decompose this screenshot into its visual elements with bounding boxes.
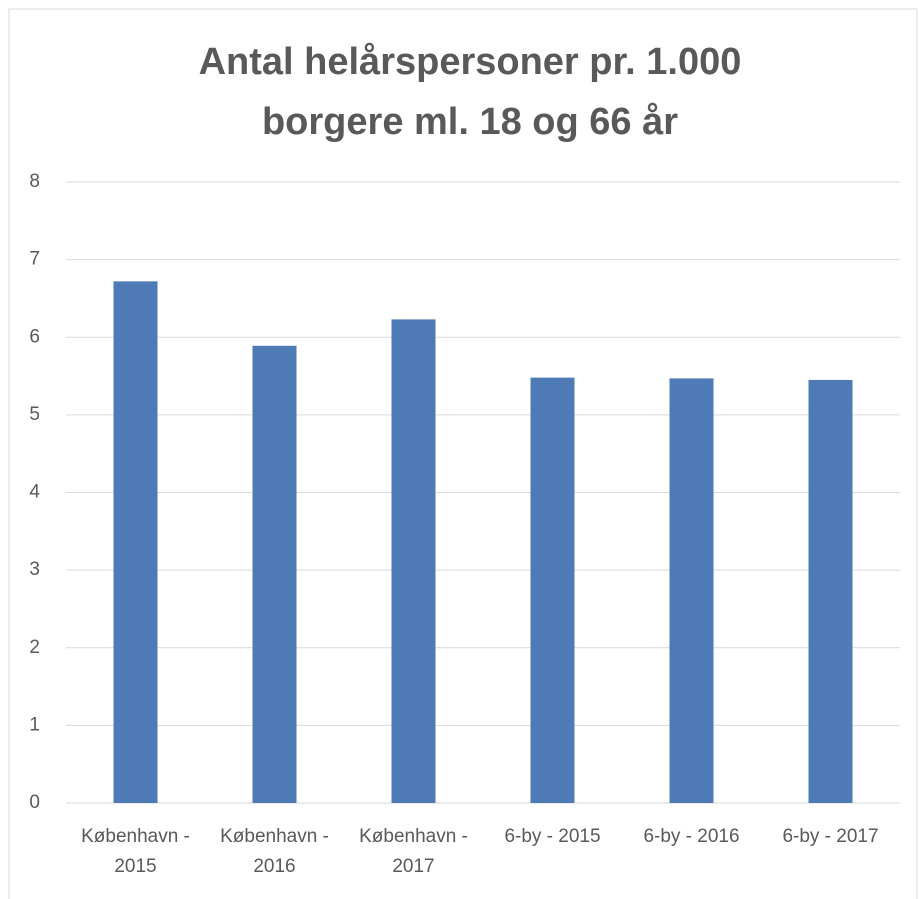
x-tick-label: København -2016 [220, 826, 329, 877]
y-tick-label: 0 [29, 792, 40, 813]
chart-title: Antal helårspersoner pr. 1.000 [199, 41, 742, 83]
bar [113, 281, 158, 803]
y-tick-label: 8 [29, 171, 40, 192]
y-tick-label: 6 [29, 326, 40, 347]
x-tick-label: 6-by - 2016 [643, 826, 739, 847]
y-tick-label: 5 [29, 404, 40, 425]
bar [391, 319, 436, 803]
bar [808, 379, 853, 803]
y-tick-label: 1 [29, 714, 40, 735]
bar [530, 377, 575, 803]
chart-border [8, 8, 918, 899]
x-tick-label: 6-by - 2017 [782, 826, 878, 847]
x-tick-label: 6-by - 2015 [504, 826, 600, 847]
y-tick-label: 7 [29, 249, 40, 270]
bar [252, 345, 297, 803]
x-tick-label: København -2015 [81, 826, 190, 877]
y-tick-label: 3 [29, 559, 40, 580]
y-tick-label: 4 [29, 482, 40, 503]
bar [669, 378, 714, 803]
y-tick-label: 2 [29, 637, 40, 658]
chart-title: borgere ml. 18 og 66 år [262, 101, 678, 143]
x-tick-label: København -2017 [359, 826, 468, 877]
